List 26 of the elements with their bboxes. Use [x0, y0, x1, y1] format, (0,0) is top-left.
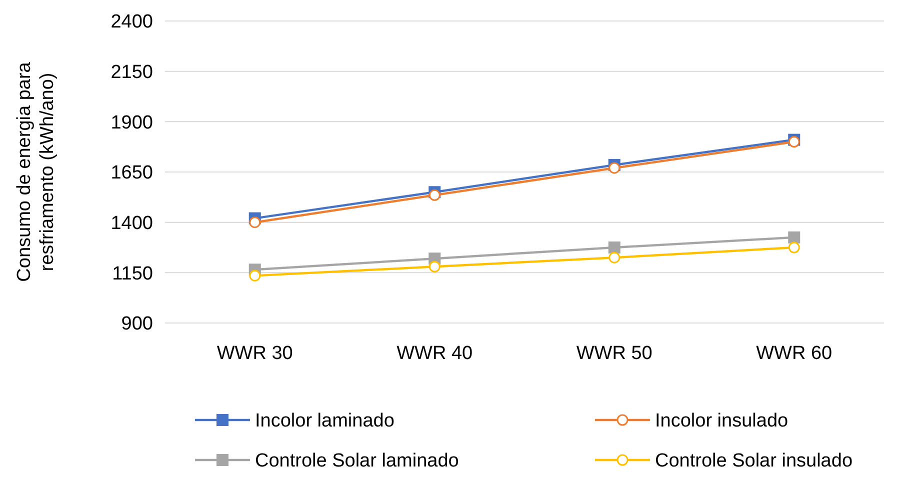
point [608, 242, 620, 254]
point [428, 260, 440, 272]
point [608, 162, 620, 174]
y-tick-label: 2150 [110, 62, 153, 83]
x-tick-label: WWR 60 [756, 343, 832, 364]
y-axis-title: Consumo de energia para resfriamento (kWh/ano) [14, 62, 58, 282]
y-tick-label: 1150 [112, 263, 153, 284]
y-tick-label: 900 [121, 314, 153, 335]
point [249, 270, 261, 282]
legend-label: Incolor insulado [655, 410, 788, 432]
y-tick-label: 2400 [110, 12, 153, 33]
point [788, 136, 800, 148]
y-tick-label: 1400 [110, 212, 153, 234]
point [788, 242, 800, 254]
point [788, 231, 800, 244]
y-tick-label: 1900 [110, 112, 153, 134]
point [428, 189, 440, 201]
point [608, 252, 620, 264]
x-tick-label: WWR 40 [396, 343, 473, 364]
x-tick-label: WWR 50 [576, 343, 652, 364]
legend-label: Controle Solar insulado [655, 450, 853, 472]
point [249, 216, 261, 228]
x-tick-label: WWR 30 [216, 343, 293, 364]
legend-label: Controle Solar laminado [255, 450, 459, 472]
legend-label: Incolor laminado [255, 410, 394, 432]
y-tick-label: 1650 [110, 162, 153, 184]
